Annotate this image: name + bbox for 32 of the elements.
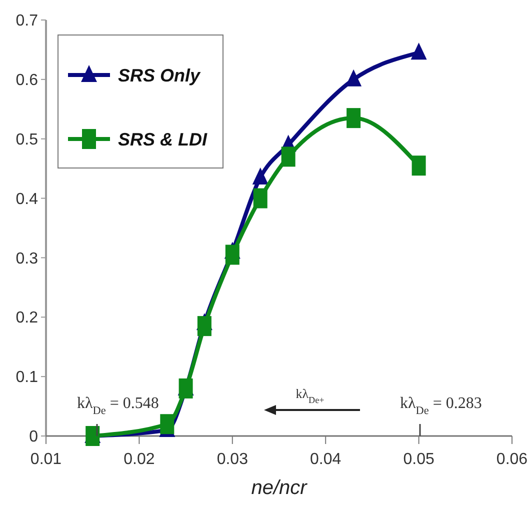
x-tick-label: 0.06	[496, 451, 528, 468]
legend-label: SRS Only	[118, 65, 202, 86]
y-tick-label: 0.3	[16, 250, 38, 268]
point	[253, 188, 268, 208]
y-tick-label: 0.6	[16, 72, 38, 90]
point	[178, 378, 193, 398]
annotation: kλ$_{De}$ = 0.283	[400, 395, 482, 417]
y-tick-label: 0.2	[16, 310, 38, 327]
annotation: kλ$_{De}$ = 0.548	[77, 395, 159, 417]
point	[225, 244, 240, 265]
x-tick-label: 0.01	[30, 451, 62, 468]
point	[346, 69, 362, 86]
x-tick-label: 0.04	[310, 451, 342, 468]
point	[252, 167, 268, 184]
legend-label: SRS & LDI	[118, 129, 208, 150]
y-tick-label: 0.7	[16, 12, 38, 30]
y-tick-label: 0.1	[16, 369, 38, 386]
x-axis-title: ne/ncr	[251, 477, 308, 499]
point	[197, 316, 212, 336]
point	[410, 42, 427, 60]
x-tick-label: 0.03	[216, 451, 248, 468]
point	[86, 426, 100, 446]
y-tick-label: 0.4	[16, 190, 38, 208]
y-tick-label: 0	[29, 428, 38, 446]
point	[281, 146, 296, 167]
y-tick-label: 0.5	[16, 131, 38, 148]
point	[160, 414, 174, 434]
point	[412, 156, 426, 176]
x-tick-label: 0.05	[403, 451, 434, 468]
point	[346, 108, 361, 128]
annotation: kλ$_{De+}$	[296, 386, 324, 405]
x-tick-label: 0.02	[124, 451, 155, 468]
